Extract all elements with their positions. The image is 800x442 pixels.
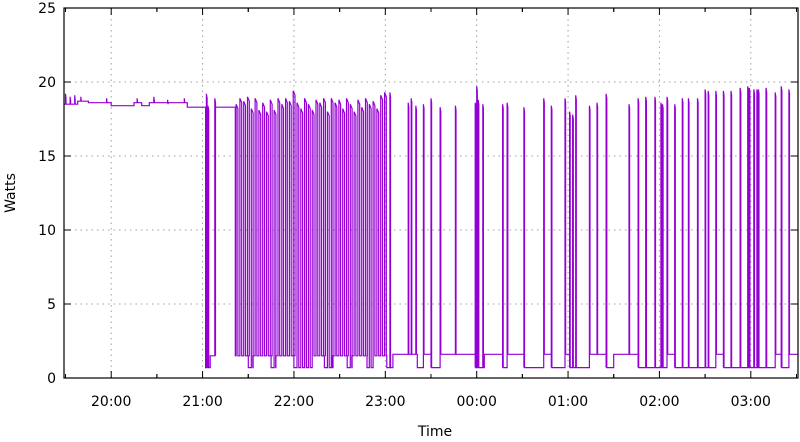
x-tick-label: 21:00 [182,394,222,410]
x-tick-labels: 20:00 21:00 22:00 23:00 00:00 01:00 02:00 03:00 [91,394,771,410]
y-tick-label: 10 [38,223,56,239]
y-tick-labels: 0 5 10 15 20 25 [38,1,56,387]
x-tick-label: 20:00 [91,394,131,410]
axis-ticks [64,7,798,379]
y-tick-label: 0 [47,371,56,387]
x-tick-label: 23:00 [365,394,405,410]
x-tick-label: 03:00 [731,394,771,410]
y-tick-label: 5 [47,297,56,313]
y-tick-label: 15 [38,149,56,165]
x-tick-label: 02:00 [639,394,679,410]
x-tick-label: 01:00 [548,394,588,410]
y-tick-label: 20 [38,75,56,91]
y-tick-label: 25 [38,1,56,17]
series-line-watts [64,86,798,369]
plot-frame [63,7,799,379]
y-axis-label: Watts [3,173,19,213]
x-axis-label: Time [417,424,452,438]
x-tick-label: 22:00 [274,394,314,410]
x-tick-label: 00:00 [457,394,497,410]
